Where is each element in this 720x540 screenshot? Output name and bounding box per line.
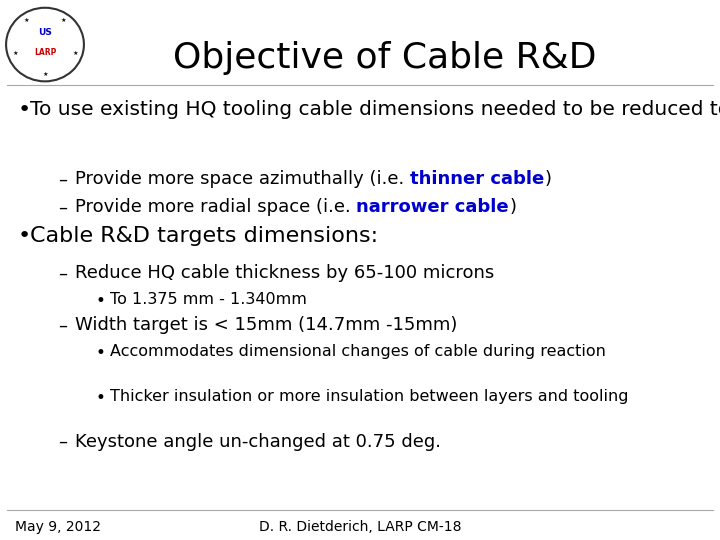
Text: –: – [58, 198, 67, 217]
Text: To 1.375 mm - 1.340mm: To 1.375 mm - 1.340mm [110, 292, 307, 307]
Text: narrower cable: narrower cable [356, 198, 509, 217]
Text: thinner cable: thinner cable [410, 170, 544, 188]
Circle shape [6, 8, 84, 82]
Text: May 9, 2012: May 9, 2012 [15, 520, 101, 534]
Text: ): ) [509, 198, 516, 217]
Text: Objective of Cable R&D: Objective of Cable R&D [174, 41, 597, 75]
Text: –: – [58, 264, 67, 282]
Text: ★: ★ [12, 51, 18, 56]
Text: •: • [95, 292, 105, 310]
Text: US: US [38, 28, 52, 37]
Text: Provide more radial space (i.e.: Provide more radial space (i.e. [75, 198, 356, 217]
Text: Cable R&D targets dimensions:: Cable R&D targets dimensions: [30, 226, 378, 246]
Text: ★: ★ [72, 51, 78, 56]
Text: ★: ★ [24, 18, 30, 23]
Text: –: – [58, 170, 67, 188]
Text: Accommodates dimensional changes of cable during reaction: Accommodates dimensional changes of cabl… [110, 345, 606, 359]
Text: Reduce HQ cable thickness by 65-100 microns: Reduce HQ cable thickness by 65-100 micr… [75, 264, 494, 282]
Text: •: • [95, 389, 105, 407]
Text: ★: ★ [60, 18, 66, 23]
Text: Provide more space azimuthally (i.e.: Provide more space azimuthally (i.e. [75, 170, 410, 188]
Text: Width target is < 15mm (14.7mm -15mm): Width target is < 15mm (14.7mm -15mm) [75, 316, 457, 334]
Text: To use existing HQ tooling cable dimensions needed to be reduced to:: To use existing HQ tooling cable dimensi… [30, 100, 720, 119]
Text: –: – [58, 433, 67, 451]
Text: •: • [18, 226, 31, 246]
Text: •: • [18, 100, 31, 120]
Text: –: – [58, 316, 67, 334]
Text: •: • [95, 345, 105, 362]
Text: Keystone angle un-changed at 0.75 deg.: Keystone angle un-changed at 0.75 deg. [75, 433, 441, 451]
Text: ): ) [544, 170, 552, 188]
Text: LARP: LARP [34, 48, 56, 57]
Text: ★: ★ [42, 72, 48, 77]
Text: D. R. Dietderich, LARP CM-18: D. R. Dietderich, LARP CM-18 [258, 520, 462, 534]
Text: Thicker insulation or more insulation between layers and tooling: Thicker insulation or more insulation be… [110, 389, 629, 404]
